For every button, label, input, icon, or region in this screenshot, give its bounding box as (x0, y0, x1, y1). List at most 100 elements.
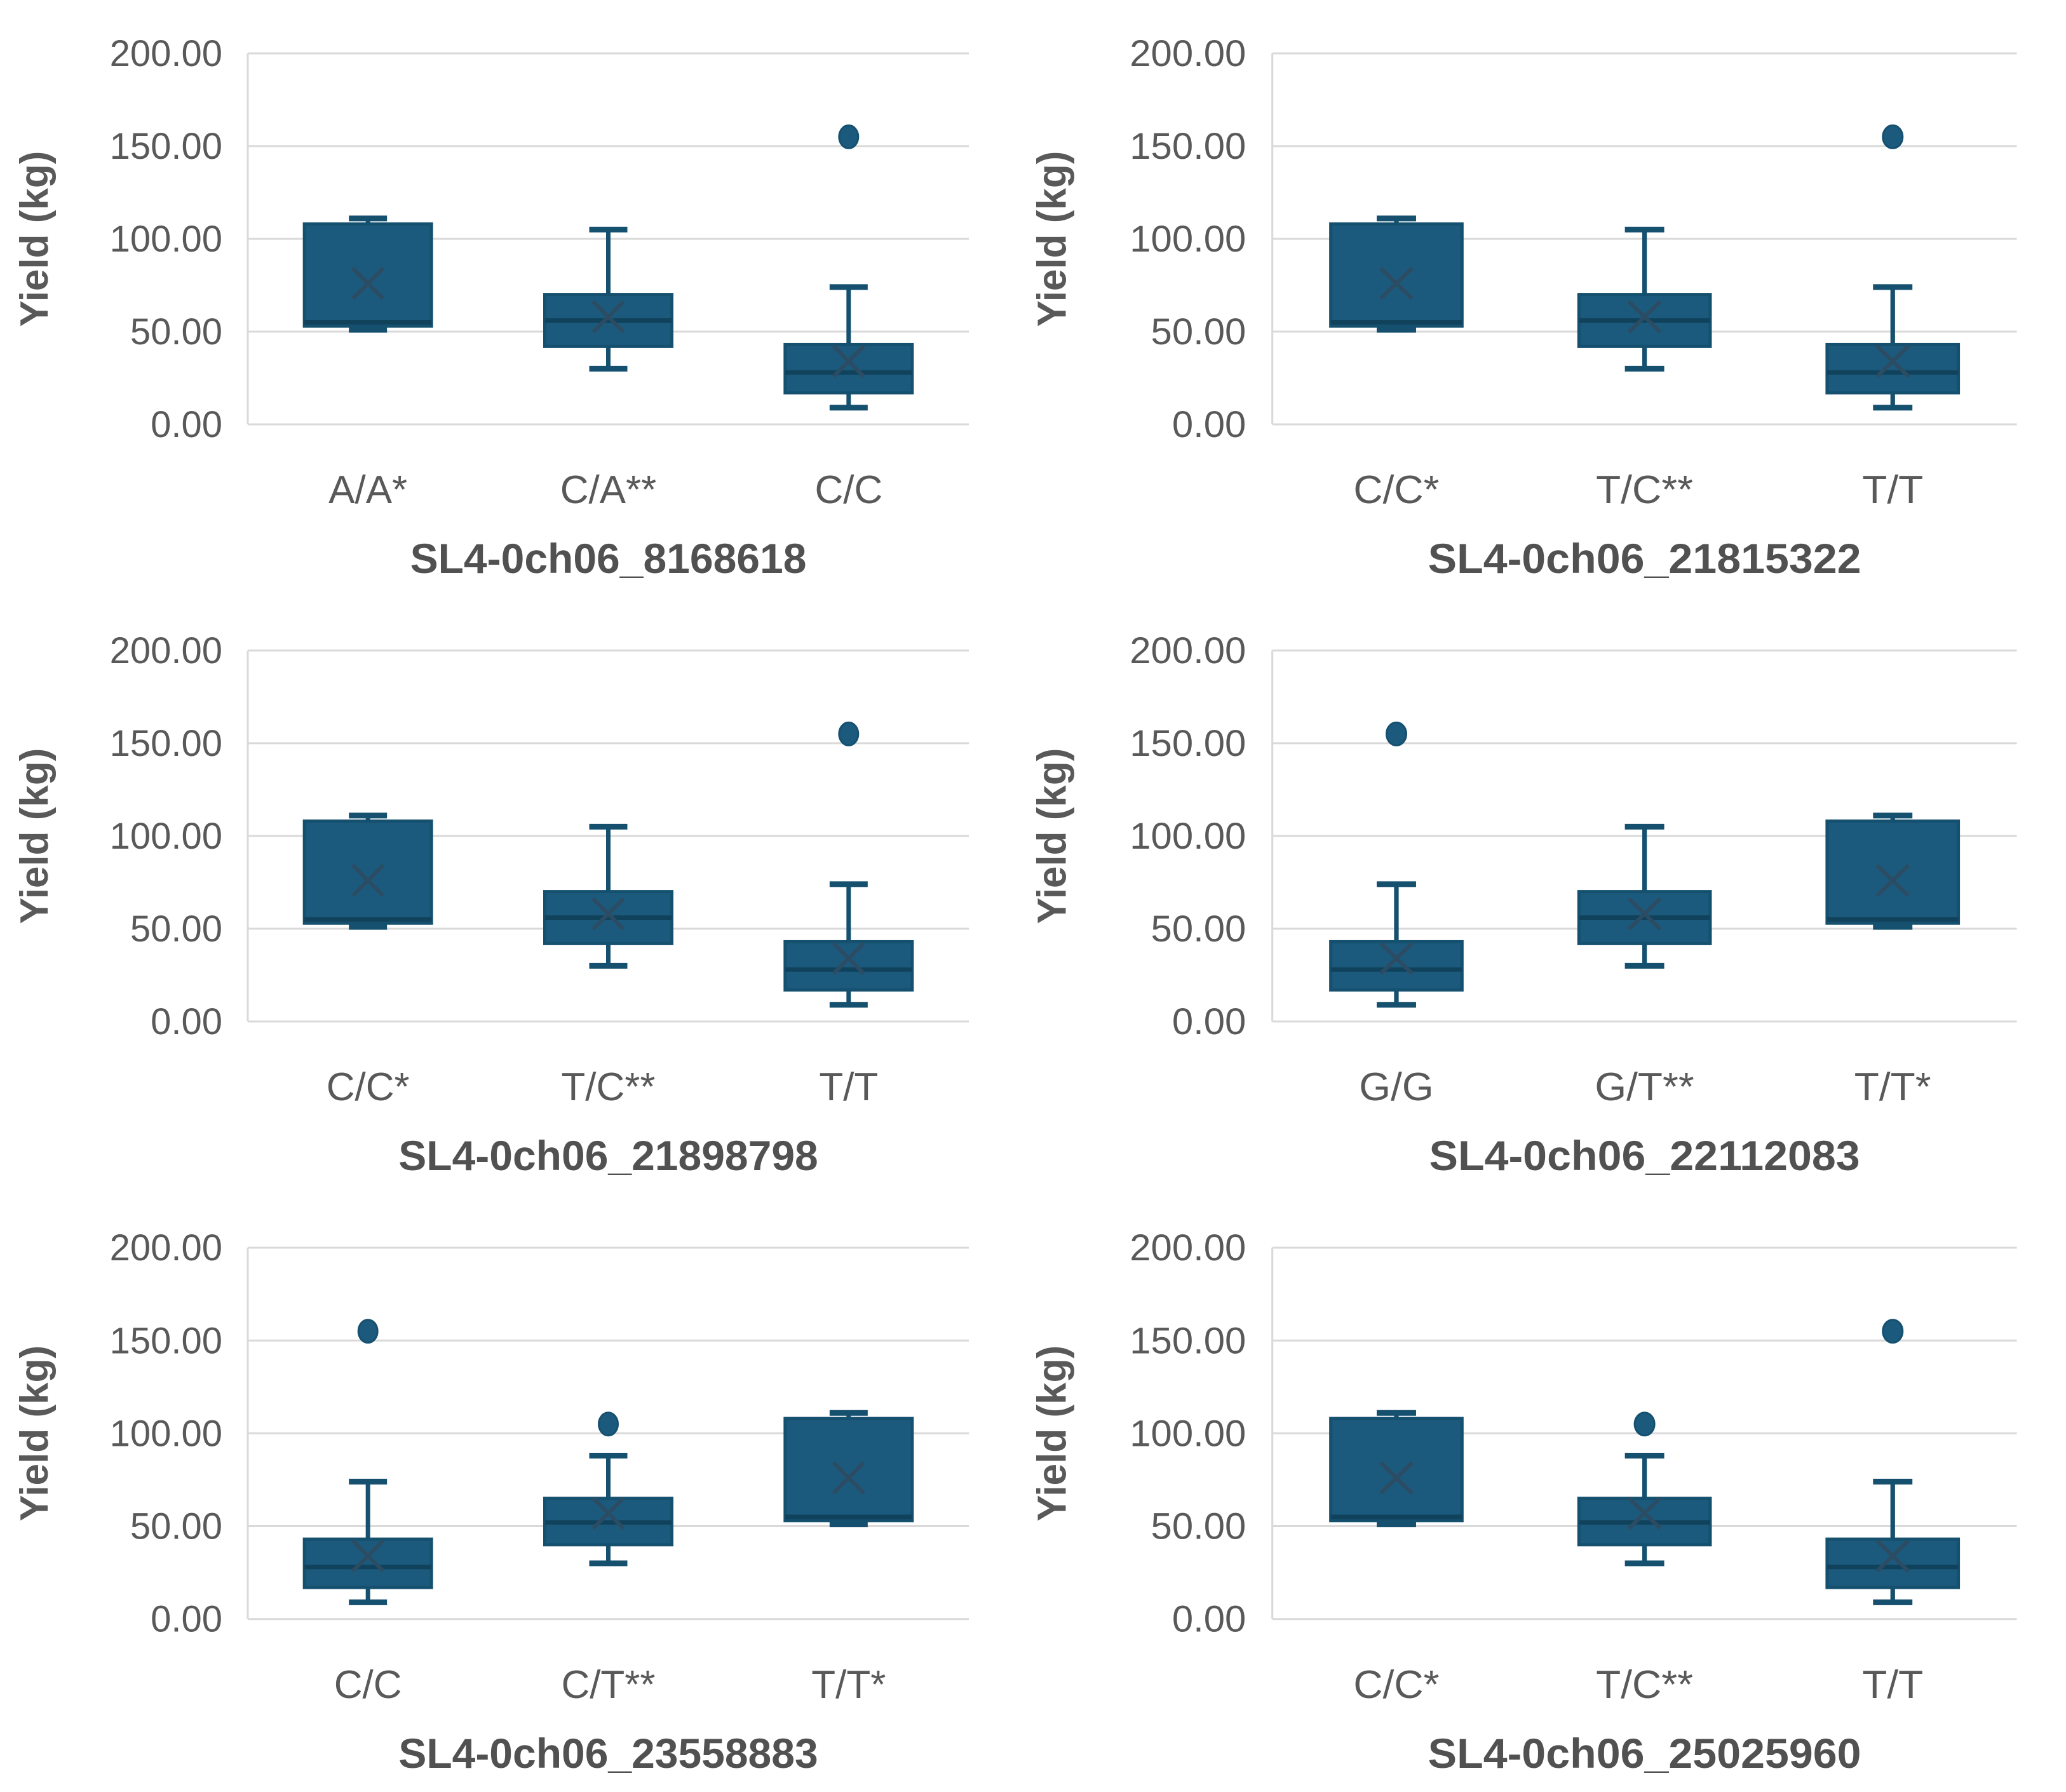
mean-marker (1627, 300, 1662, 333)
category-label: C/C (814, 468, 882, 512)
y-axis-title: Yield (kg) (13, 748, 57, 924)
boxplot-panel: 0.00 50.00 100.00 150.00 200.00 Yield (kg) G/G… (1030, 631, 2017, 1180)
outlier-dot (598, 1411, 619, 1437)
box-group: A/A* (302, 215, 433, 512)
mean-marker (1379, 941, 1414, 975)
category-label: C/C* (327, 1065, 410, 1109)
box (783, 1417, 914, 1523)
outlier-dot (1633, 1411, 1656, 1437)
panel-title: SL4-0ch06_25025960 (1428, 1730, 1861, 1777)
box-group: C/C* (1329, 1410, 1464, 1707)
boxplot-panel: 0.00 50.00 100.00 150.00 200.00 Yield (kg) C/C… (1030, 34, 2017, 583)
y-tick-label: 100.00 (110, 219, 222, 260)
category-label: A/A* (328, 468, 407, 512)
panel-cell-4: 0.00 50.00 100.00 150.00 200.00 Yield (kg) G/G… (1016, 597, 2066, 1194)
outlier-dot (1882, 1319, 1904, 1344)
y-tick-label: 200.00 (1130, 631, 1246, 671)
box (302, 1537, 433, 1589)
y-tick-label: 0.00 (1172, 1002, 1246, 1042)
y-tick-label: 50.00 (1151, 909, 1246, 950)
category-label: C/C (334, 1663, 402, 1707)
mean-marker (351, 863, 385, 898)
y-tick-label: 150.00 (1130, 126, 1246, 167)
category-label: T/T (1862, 1663, 1923, 1707)
category-label: G/T** (1595, 1065, 1694, 1109)
box-group: C/C* (302, 812, 433, 1109)
box (1825, 342, 1961, 394)
box (1329, 940, 1464, 992)
mean-marker (1379, 1461, 1414, 1495)
box (1825, 819, 1961, 925)
mean-marker (1627, 1496, 1662, 1530)
panel-title: SL4-0ch06_21898798 (398, 1132, 818, 1179)
panel-title: SL4-0ch06_8168618 (410, 535, 807, 582)
boxplot-panel: 0.00 50.00 100.00 150.00 200.00 Yield (kg) A/A… (13, 33, 969, 582)
category-label: T/C** (561, 1065, 655, 1109)
y-tick-label: 50.00 (1151, 312, 1246, 353)
outlier-dot (838, 124, 860, 149)
y-tick-label: 150.00 (1130, 1321, 1246, 1361)
y-tick-label: 0.00 (1172, 405, 1246, 445)
category-label: C/A** (560, 468, 657, 512)
box-group: C/C (783, 124, 914, 512)
box (1329, 1417, 1464, 1523)
box (302, 819, 433, 925)
y-axis-title: Yield (kg) (13, 151, 57, 327)
y-axis-title: Yield (kg) (13, 1345, 57, 1521)
category-label: T/C** (1596, 1663, 1693, 1707)
y-tick-label: 0.00 (151, 1599, 222, 1640)
y-tick-label: 150.00 (1130, 724, 1246, 764)
box-group: C/T** (543, 1411, 673, 1707)
y-tick-label: 0.00 (151, 404, 222, 445)
y-tick-label: 50.00 (1151, 1506, 1246, 1547)
box-group: C/C* (1329, 215, 1464, 512)
mean-marker (832, 344, 865, 378)
mean-marker (832, 1461, 865, 1495)
category-label: T/T* (811, 1663, 886, 1707)
y-tick-label: 50.00 (130, 908, 222, 950)
y-tick-label: 200.00 (1130, 1228, 1246, 1269)
box-group: T/C** (1577, 1411, 1712, 1707)
box-group: T/C** (543, 823, 673, 1109)
y-tick-label: 200.00 (110, 33, 222, 74)
panel-cell-2: 0.00 50.00 100.00 150.00 200.00 Yield (kg) C/C… (1016, 0, 2066, 597)
mean-marker (591, 1496, 625, 1530)
y-tick-label: 0.00 (1172, 1600, 1246, 1640)
mean-marker (351, 266, 385, 300)
y-tick-label: 100.00 (110, 816, 222, 857)
y-tick-label: 100.00 (1130, 1413, 1246, 1454)
y-tick-label: 100.00 (1130, 219, 1246, 260)
category-label: C/T** (561, 1663, 655, 1707)
outlier-dot (357, 1319, 379, 1344)
category-label: T/C** (1596, 468, 1693, 512)
boxplot-panel: 0.00 50.00 100.00 150.00 200.00 Yield (kg) C/C… (1030, 1228, 2017, 1777)
box-group: G/G (1329, 721, 1464, 1109)
panel-title: SL4-0ch06_22112083 (1429, 1133, 1860, 1180)
mean-marker (1379, 266, 1414, 300)
y-tick-label: 50.00 (130, 311, 222, 353)
panel-cell-5: 0.00 50.00 100.00 150.00 200.00 Yield (kg) C/C… (0, 1194, 1016, 1792)
box (1825, 1537, 1961, 1589)
boxplot-panel: 0.00 50.00 100.00 150.00 200.00 Yield (kg) C/C… (13, 630, 969, 1179)
box-group: T/T (1825, 1319, 1961, 1707)
y-tick-label: 150.00 (110, 126, 222, 167)
box-group: C/A** (543, 226, 673, 512)
category-label: T/T (1862, 468, 1923, 512)
mean-marker (1875, 863, 1910, 898)
category-label: C/C* (1353, 1663, 1439, 1707)
category-label: T/T (819, 1065, 878, 1109)
box (1329, 222, 1464, 328)
outlier-dot (1882, 124, 1904, 149)
mean-marker (351, 1539, 385, 1573)
y-tick-label: 150.00 (110, 1320, 222, 1361)
box-group: T/T (1825, 124, 1961, 512)
panel-cell-6: 0.00 50.00 100.00 150.00 200.00 Yield (kg) C/C… (1016, 1194, 2066, 1792)
box (783, 940, 914, 992)
y-axis-title: Yield (kg) (1030, 151, 1075, 327)
mean-marker (1627, 897, 1662, 931)
category-label: G/G (1359, 1065, 1433, 1109)
panel-title: SL4-0ch06_21815322 (1428, 536, 1861, 583)
box (302, 222, 433, 328)
mean-marker (591, 897, 625, 931)
